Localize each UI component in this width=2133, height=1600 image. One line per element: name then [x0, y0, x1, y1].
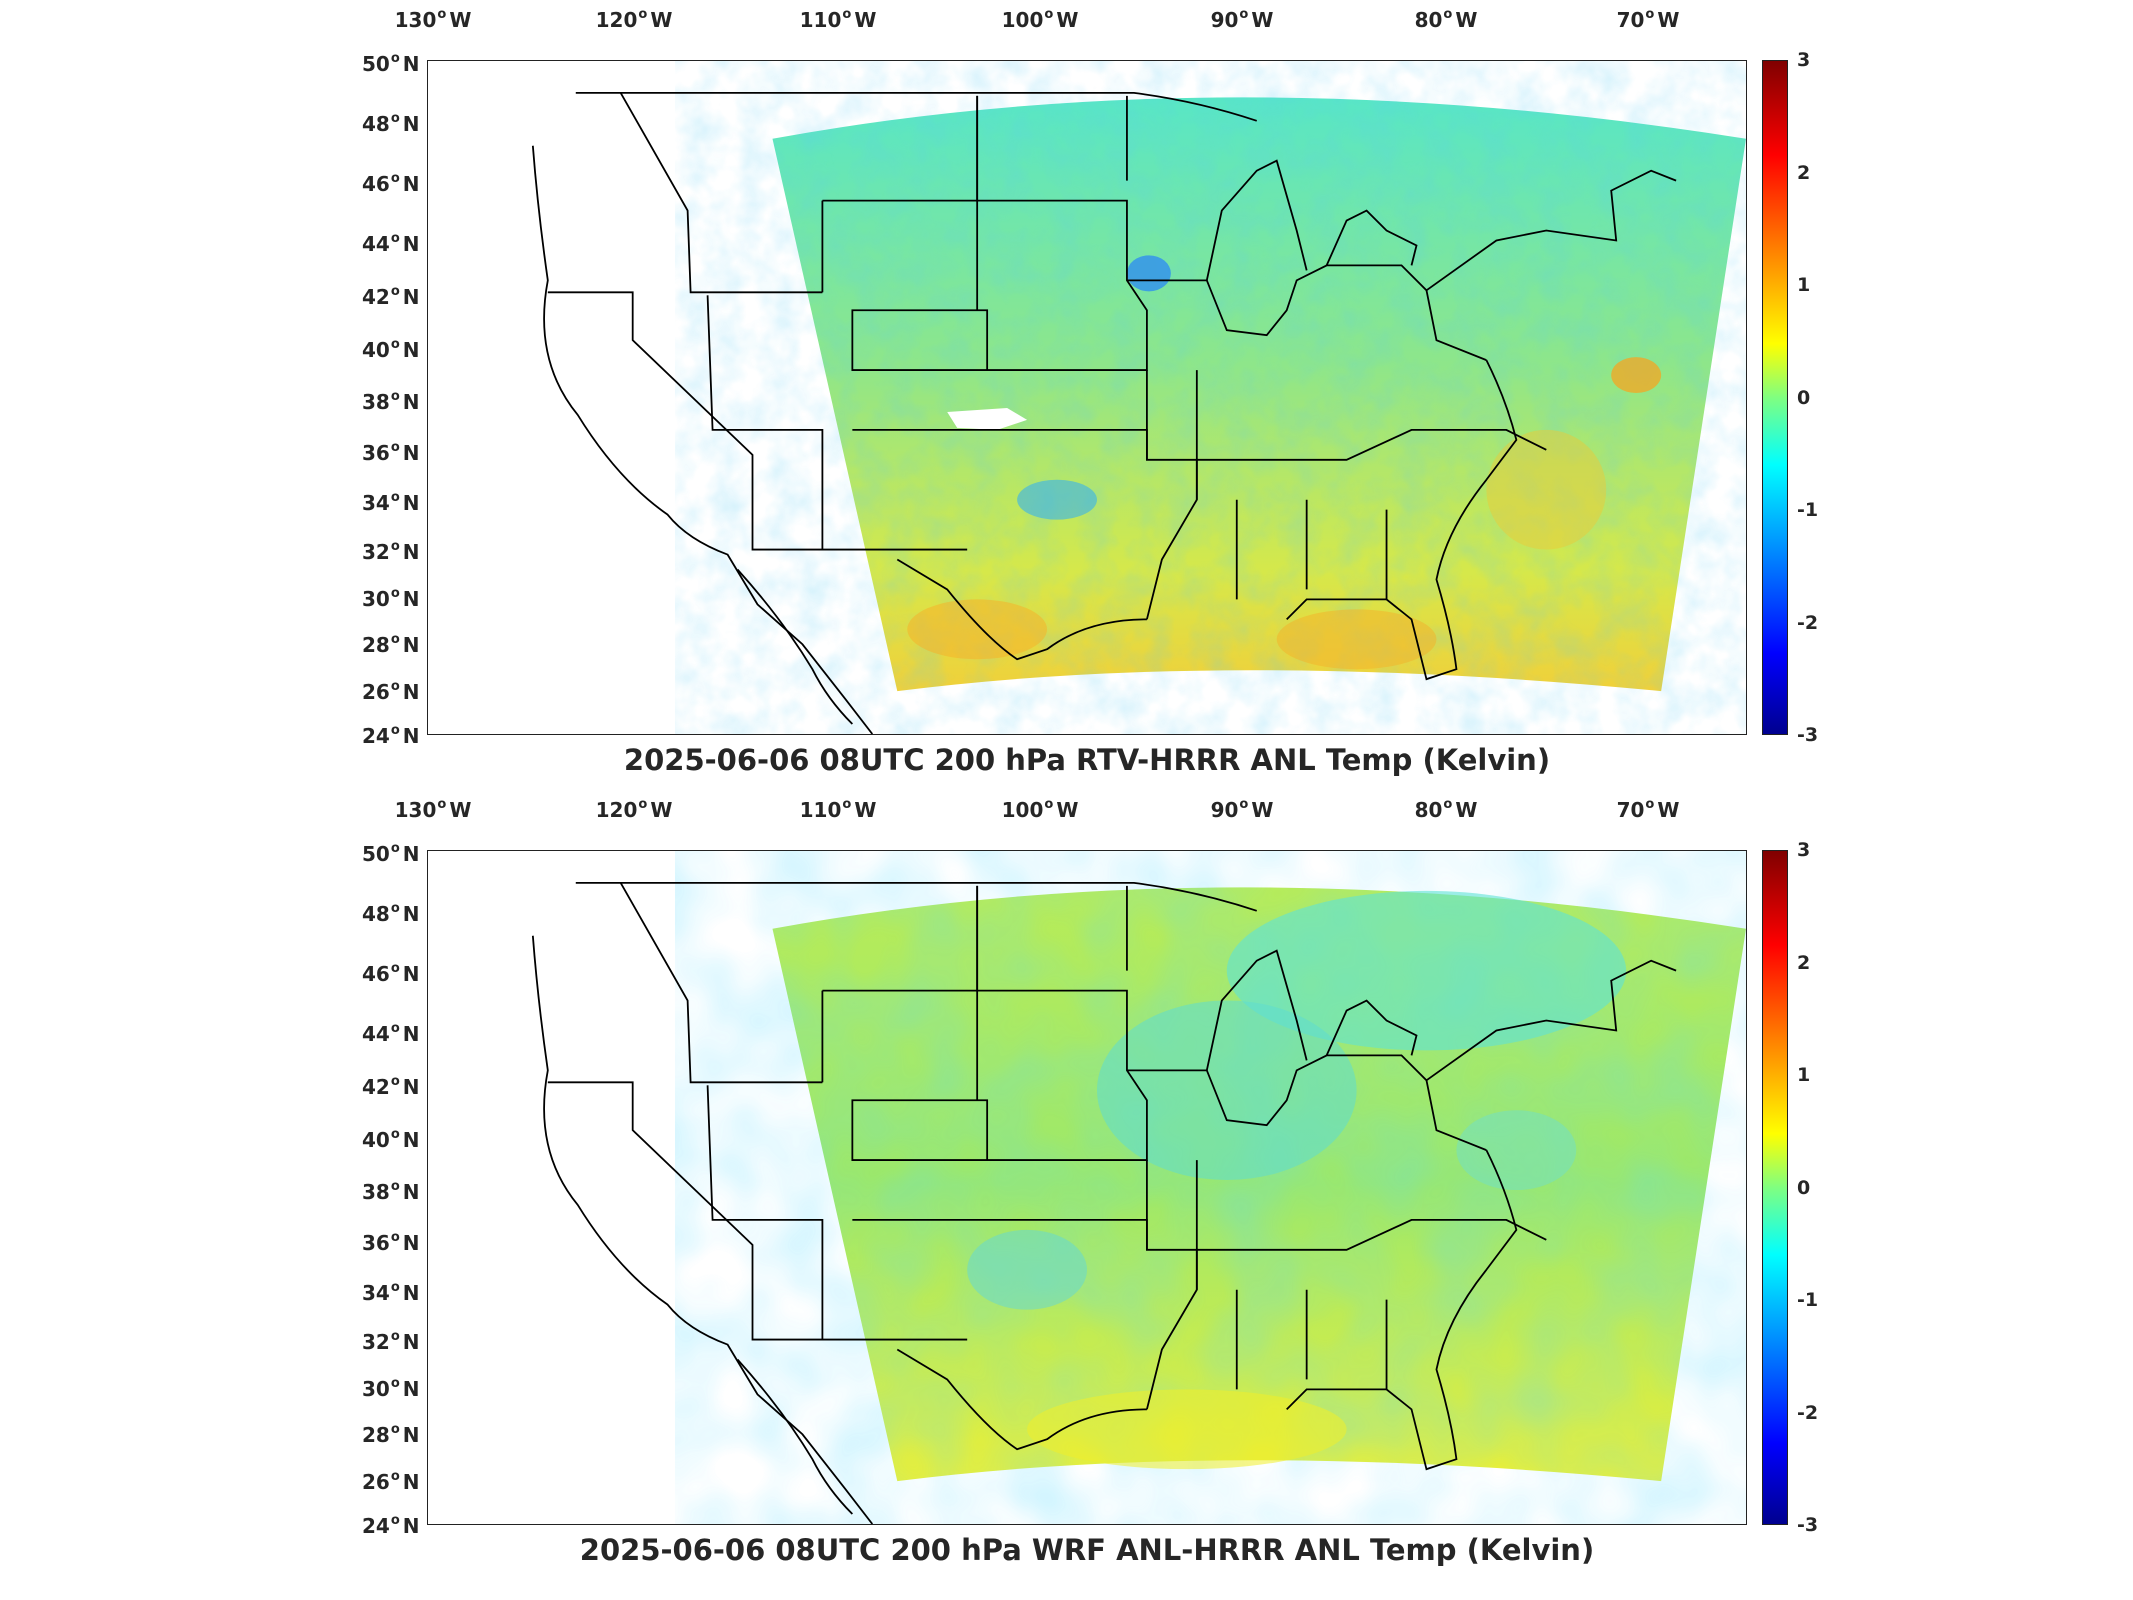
lat-tick-label: 32o N	[362, 1329, 420, 1354]
lat-tick-label: 48o N	[362, 901, 420, 926]
colorbar-tick-label: 2	[1797, 161, 1811, 184]
lat-tick-label: 24o N	[362, 723, 420, 748]
lat-tick-label: 44o N	[362, 1021, 420, 1046]
map-plot-area	[427, 850, 1747, 1525]
conus-map	[531, 882, 1746, 1524]
lat-tick-label: 50o N	[362, 841, 420, 866]
lon-tick-label: 120o W	[595, 797, 673, 822]
lat-tick-label: 28o N	[362, 1422, 420, 1447]
lon-tick-label: 110o W	[799, 7, 877, 32]
lat-tick-label: 36o N	[362, 440, 420, 465]
lat-tick-label: 44o N	[362, 231, 420, 256]
map-panel-rtv-hrrr: 130o W 120o W 110o W 100o W 90o W 80o W 70o W 50o N 48o…	[362, 7, 1819, 777]
colorbar-tick-label: 1	[1797, 1064, 1811, 1086]
lat-tick-label: 50o N	[362, 51, 420, 76]
colorbar-tick-label: 1	[1797, 274, 1811, 296]
colorbar-tick-label: 0	[1797, 1176, 1811, 1199]
lat-tick-label: 28o N	[362, 632, 420, 657]
lon-tick-label: 80o W	[1414, 7, 1478, 32]
lat-tick-label: 34o N	[362, 1280, 420, 1305]
map-plot-area	[427, 60, 1747, 735]
lat-tick-label: 26o N	[362, 1469, 420, 1494]
lat-tick-label: 38o N	[362, 1179, 420, 1204]
lon-tick-label: 80o W	[1414, 797, 1478, 822]
colorbar-tick-label: -2	[1797, 611, 1819, 634]
colorbar-tick-label: 3	[1797, 49, 1811, 71]
colorbar	[1762, 850, 1788, 1525]
lat-tick-label: 24o N	[362, 1513, 420, 1538]
lon-tick-label: 100o W	[1001, 7, 1079, 32]
lat-tick-label: 30o N	[362, 1376, 420, 1401]
lat-tick-label: 34o N	[362, 490, 420, 515]
lon-tick-label: 90o W	[1210, 7, 1274, 32]
map-panel-wrf-hrrr: 130o W 120o W 110o W 100o W 90o W 80o W 70o W 50o N 48o…	[0, 790, 2133, 1590]
colorbar	[1762, 60, 1788, 735]
lat-tick-label: 32o N	[362, 539, 420, 564]
colorbar-tick-label: 3	[1797, 839, 1811, 861]
colorbar-tick-label: -3	[1797, 724, 1819, 746]
plot-title: 2025-06-06 08UTC 200 hPa RTV-HRRR ANL Te…	[623, 743, 1551, 777]
lat-tick-label: 42o N	[362, 1074, 420, 1099]
lat-tick-label: 46o N	[362, 961, 420, 986]
colorbar-tick-label: -1	[1797, 1289, 1819, 1311]
colorbar-tick-label: 2	[1797, 951, 1811, 974]
lat-tick-label: 26o N	[362, 679, 420, 704]
lon-tick-label: 90o W	[1210, 797, 1274, 822]
lat-tick-label: 48o N	[362, 111, 420, 136]
lon-tick-label: 70o W	[1616, 7, 1680, 32]
lat-tick-label: 42o N	[362, 284, 420, 309]
lat-tick-label: 46o N	[362, 171, 420, 196]
colorbar-tick-label: -2	[1797, 1401, 1819, 1424]
lon-tick-label: 130o W	[394, 7, 472, 32]
conus-map	[531, 92, 1746, 734]
lon-tick-label: 120o W	[595, 7, 673, 32]
lon-tick-label: 100o W	[1001, 797, 1079, 822]
colorbar-tick-label: -1	[1797, 499, 1819, 521]
lon-tick-label: 130o W	[394, 797, 472, 822]
lat-tick-label: 36o N	[362, 1230, 420, 1255]
lat-tick-label: 40o N	[362, 337, 420, 362]
colorbar-tick-label: 0	[1797, 386, 1811, 409]
lon-tick-label: 110o W	[799, 797, 877, 822]
lon-tick-label: 70o W	[1616, 797, 1680, 822]
lat-tick-label: 40o N	[362, 1127, 420, 1152]
colorbar-tick-label: -3	[1797, 1514, 1819, 1536]
lat-tick-label: 30o N	[362, 586, 420, 611]
plot-title: 2025-06-06 08UTC 200 hPa WRF ANL-HRRR AN…	[579, 1533, 1595, 1567]
lat-tick-label: 38o N	[362, 389, 420, 414]
